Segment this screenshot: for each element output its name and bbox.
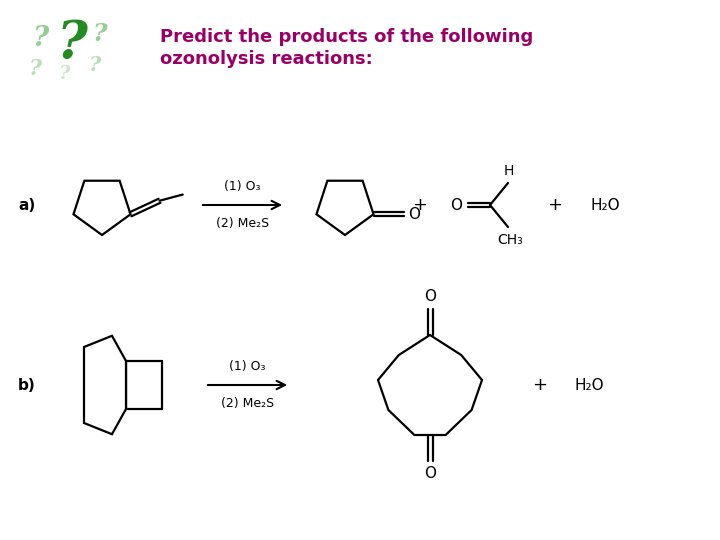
Text: H₂O: H₂O [575,377,605,393]
Polygon shape [378,335,482,435]
Text: (1) O₃: (1) O₃ [224,180,261,193]
Text: O: O [408,207,420,222]
Text: ?: ? [29,58,42,80]
Text: ozonolysis reactions:: ozonolysis reactions: [160,50,373,68]
Text: ?: ? [59,65,71,83]
Text: +: + [413,196,428,214]
Polygon shape [84,336,126,434]
Text: a): a) [18,198,35,213]
Text: O: O [450,198,462,213]
Text: +: + [547,196,562,214]
Polygon shape [73,181,130,235]
Text: H: H [504,164,514,178]
Text: (2) Me₂S: (2) Me₂S [221,397,274,410]
Text: ?: ? [89,55,101,75]
Text: H₂O: H₂O [590,198,620,213]
Text: b): b) [18,377,36,393]
Text: ?: ? [32,25,48,52]
Text: (2) Me₂S: (2) Me₂S [216,217,269,230]
Polygon shape [317,181,374,235]
Text: CH₃: CH₃ [497,233,523,247]
Text: ?: ? [57,18,87,69]
Text: Predict the products of the following: Predict the products of the following [160,28,534,46]
Text: (1) O₃: (1) O₃ [229,360,266,373]
Text: O: O [424,466,436,481]
Text: ?: ? [93,22,107,46]
Text: +: + [533,376,547,394]
Text: O: O [424,289,436,304]
